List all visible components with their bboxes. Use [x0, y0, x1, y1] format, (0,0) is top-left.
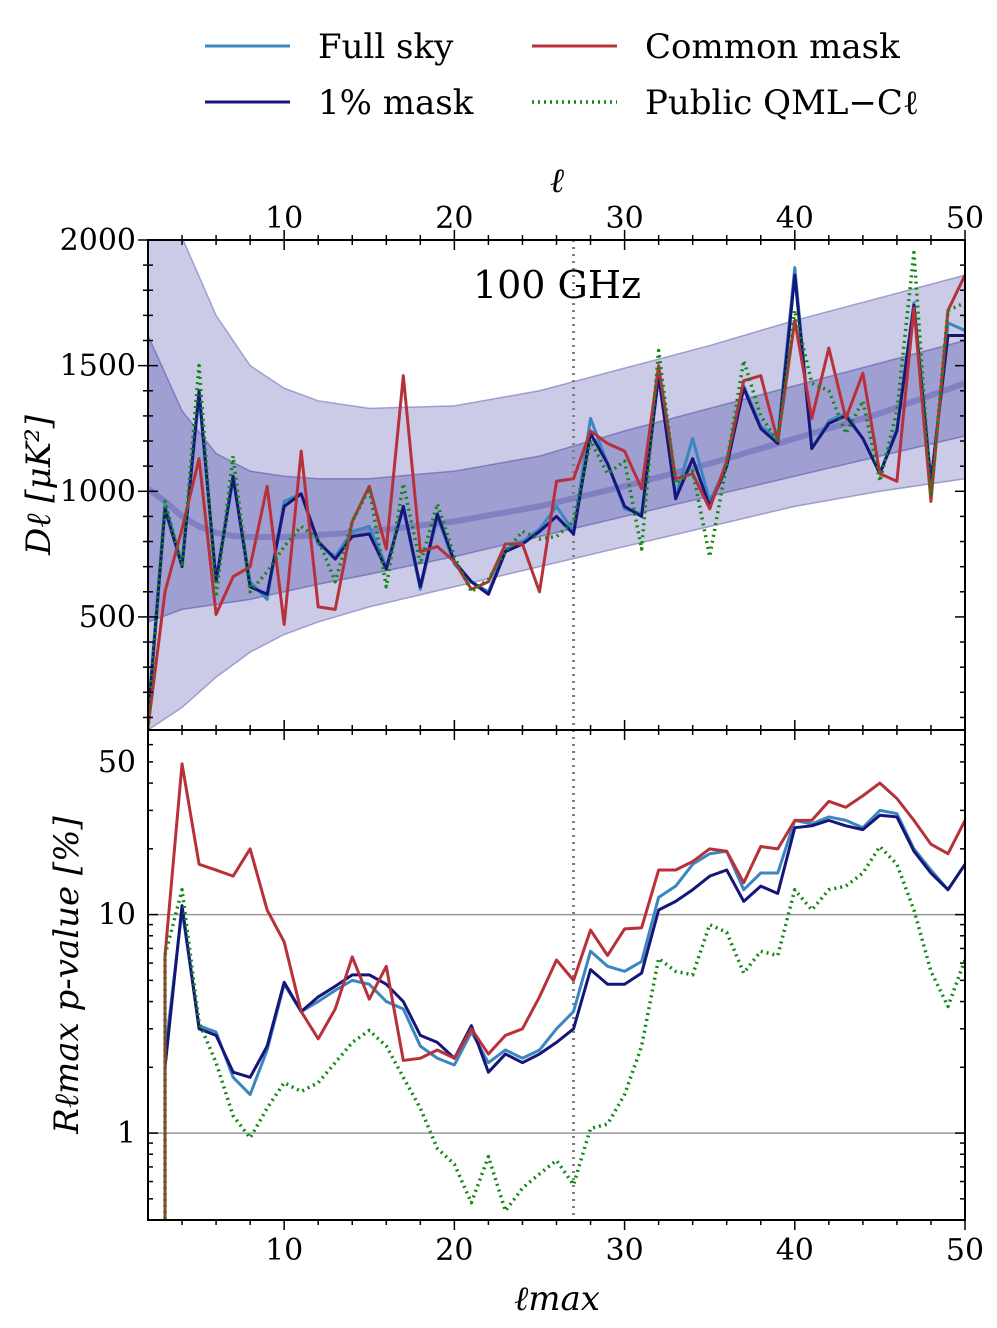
pvalue-series-common-mask	[163, 762, 965, 1220]
top-xaxis-title: ℓ	[550, 161, 564, 201]
bottom-xtick-label-10: 10	[265, 1233, 303, 1268]
line-common-mask	[148, 274, 965, 728]
bottom-panel-frame	[147, 729, 966, 1221]
bottom-ytick-label-10: 10	[98, 898, 136, 933]
pvalue-series-1-mask	[163, 813, 965, 1220]
series-common-mask	[148, 274, 965, 728]
top-panel: ℓ 10 20 30 40 50 500 1000 1500 2000 100 GHz Dℓ […	[19, 161, 984, 730]
bottom-xtick-label-20: 20	[435, 1233, 473, 1268]
series-1-mask	[148, 273, 965, 721]
model-spectrum-line	[148, 380, 965, 541]
pvalue-line-1-mask	[163, 813, 965, 1220]
line-1-mask	[148, 273, 965, 721]
legend-item-public-qml: Public QML−Cℓ	[532, 83, 919, 123]
top-yaxis-title: Dℓ [μK²]	[19, 414, 59, 556]
bottom-ytick-label-1: 1	[117, 1116, 136, 1151]
top-xtick-label-40: 40	[776, 201, 814, 236]
series-public-qml-c	[148, 250, 965, 730]
pvalue-line-common-mask	[163, 762, 965, 1220]
bottom-xtick-label-30: 30	[605, 1233, 643, 1268]
legend-label-1pct-mask: 1% mask	[318, 83, 474, 123]
top-ytick-label-500: 500	[79, 600, 136, 635]
bottom-ytick-label-50: 50	[98, 745, 136, 780]
band-1sigma	[148, 335, 965, 623]
legend-item-common-mask: Common mask	[532, 27, 900, 67]
bottom-xaxis-title: ℓmax	[514, 1279, 600, 1319]
legend-label-public-qml: Public QML−Cℓ	[645, 83, 919, 123]
bottom-xtick-label-50: 50	[946, 1233, 984, 1268]
top-xtick-label-20: 20	[435, 201, 473, 236]
top-annotation: 100 GHz	[473, 263, 641, 307]
legend-item-full-sky: Full sky	[205, 27, 454, 67]
top-xtick-label-30: 30	[605, 201, 643, 236]
top-xtick-label-10: 10	[265, 201, 303, 236]
bottom-xtick-label-40: 40	[776, 1233, 814, 1268]
pvalue-line-public-qml-c	[163, 844, 965, 1220]
line-full-sky	[148, 266, 965, 716]
legend: Full sky Common mask 1% mask Public QML−…	[205, 27, 919, 123]
top-ytick-label-1500: 1500	[60, 349, 136, 384]
bottom-yaxis-title: Rℓmax p-value [%]	[47, 816, 87, 1135]
legend-label-common-mask: Common mask	[645, 27, 900, 67]
legend-label-full-sky: Full sky	[318, 27, 454, 67]
top-ytick-label-2000: 2000	[60, 223, 136, 258]
legend-item-1pct-mask: 1% mask	[205, 83, 474, 123]
series-full-sky	[148, 266, 965, 716]
pvalue-series-public-qml-c	[163, 844, 965, 1220]
line-public-qml-c	[148, 250, 965, 730]
top-ytick-label-1000: 1000	[60, 474, 136, 509]
top-xtick-label-50: 50	[946, 201, 984, 236]
